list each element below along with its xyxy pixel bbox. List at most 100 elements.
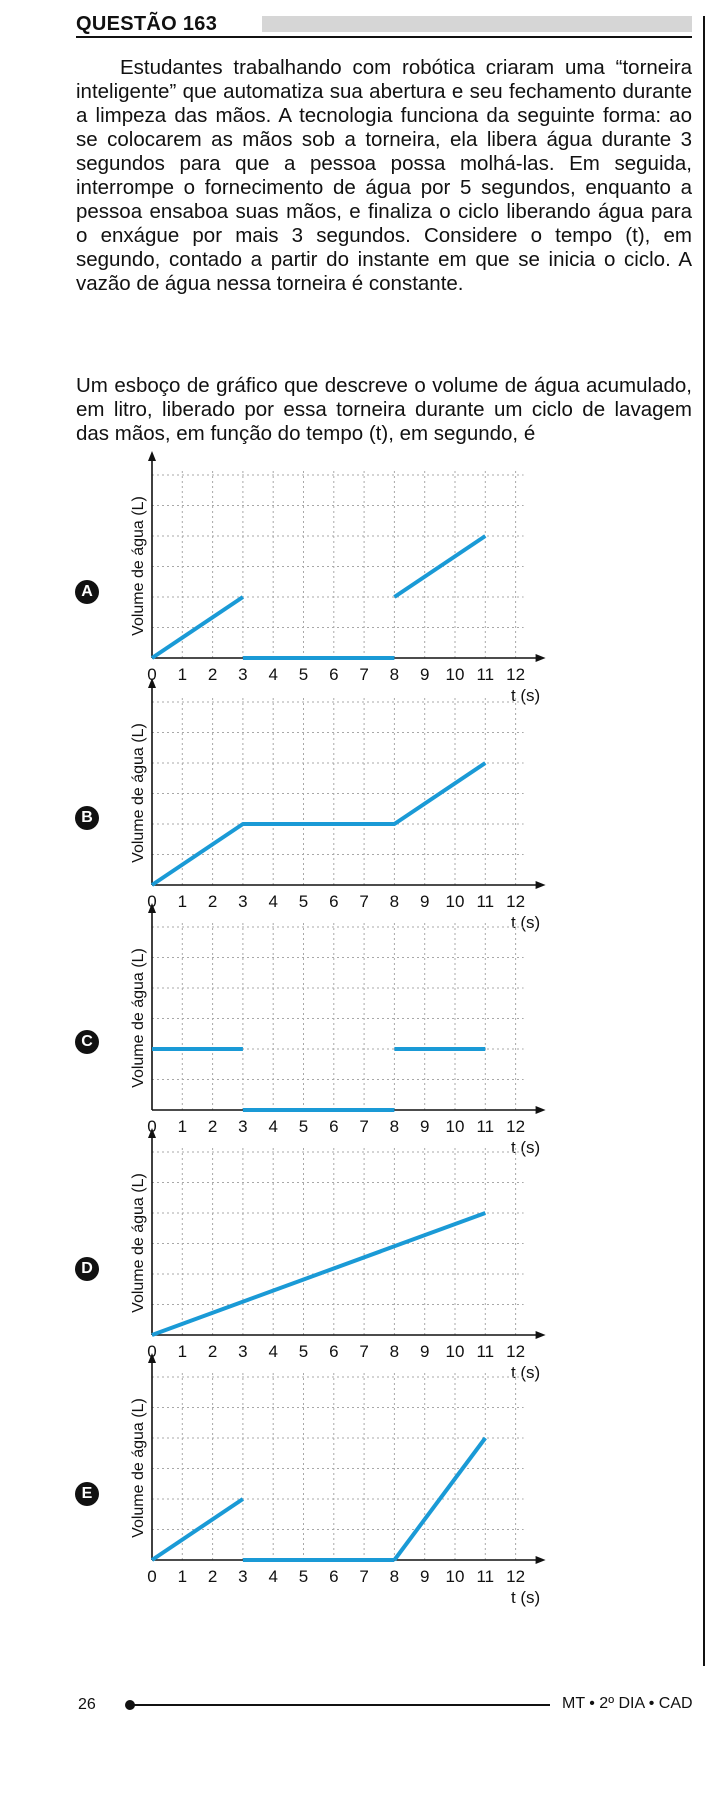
x-tick-label: 6: [329, 665, 338, 684]
x-axis-arrow: [535, 1331, 546, 1339]
x-tick-label: 11: [476, 665, 494, 684]
x-tick-label: 6: [329, 892, 338, 911]
x-tick-label: 6: [329, 1567, 338, 1586]
x-axis-arrow: [535, 654, 546, 662]
x-tick-label: 1: [178, 665, 187, 684]
option-e-chart: 0 1 2 3 4 5 6 7 8 9 10 11 12t (s)Volume de água (L): [130, 1353, 546, 1607]
data-series-segment: [150, 761, 487, 887]
x-tick-label: 6: [329, 1117, 338, 1136]
x-tick-label: 8: [390, 665, 399, 684]
x-tick-label: 7: [359, 1117, 368, 1136]
y-axis-arrow: [148, 451, 156, 461]
x-tick-label: 2: [208, 665, 217, 684]
x-tick-label: 4: [268, 665, 277, 684]
option-a[interactable]: A 0 1 2 3 4 5 6 7 8 9 10 11 12 t (s) Volume de água (L…: [0, 451, 711, 708]
x-tick-label: 5: [299, 892, 308, 911]
x-tick-label: 8: [390, 1117, 399, 1136]
data-series-segment: [150, 1497, 245, 1562]
x-tick-label: 9: [420, 1567, 429, 1586]
y-axis-label: Volume de água (L): [130, 1173, 147, 1313]
x-tick-label: 2: [208, 1567, 217, 1586]
x-tick-label: 7: [359, 665, 368, 684]
column-rule: [703, 16, 705, 1666]
x-tick-label: 12: [506, 1567, 525, 1586]
question-title: QUESTÃO 163: [76, 13, 218, 35]
option-c[interactable]: C 0 1 2 3 4 5 6 7 8 9 10 11 12 t (s) Volume de água (L…: [0, 903, 711, 1160]
option-a-badge: A: [75, 580, 99, 604]
x-tick-label: 7: [359, 1567, 368, 1586]
x-tick-label: 3: [238, 1567, 247, 1586]
x-tick-label: 3: [238, 892, 247, 911]
x-tick-label: 5: [299, 1117, 308, 1136]
x-tick-label: 10: [446, 1342, 465, 1361]
x-tick-label: 8: [390, 892, 399, 911]
x-tick-label: 11: [476, 892, 494, 911]
y-axis-arrow: [148, 678, 156, 688]
x-tick-label: 12: [506, 892, 525, 911]
x-tick-label: 11: [476, 1117, 494, 1136]
x-tick-label: 9: [420, 892, 429, 911]
x-tick-label: 9: [420, 665, 429, 684]
x-tick-label: 0: [147, 892, 156, 911]
x-tick-label: 1: [178, 1567, 187, 1586]
option-b-badge: B: [75, 806, 99, 830]
x-tick-label: 3: [238, 1342, 247, 1361]
x-tick-label: 7: [359, 1342, 368, 1361]
x-tick-label: 0: [147, 1342, 156, 1361]
x-tick-label: 12: [506, 665, 525, 684]
option-c-badge: C: [75, 1030, 99, 1054]
question-paragraph-1: Estudantes trabalhando com robótica cria…: [76, 56, 692, 295]
y-axis-arrow: [148, 1128, 156, 1138]
x-tick-label: 12: [506, 1117, 525, 1136]
x-tick-label: 2: [208, 1342, 217, 1361]
data-series-segment: [393, 534, 487, 599]
x-tick-label: 6: [329, 1342, 338, 1361]
y-axis-arrow: [148, 1353, 156, 1363]
x-tick-label: 10: [446, 665, 465, 684]
x-tick-label: 4: [268, 1117, 277, 1136]
x-tick-label: 4: [268, 892, 277, 911]
option-d[interactable]: D 0 1 2 3 4 5 6 7 8 9 10 11 12 t (s) Volume de água (L…: [0, 1128, 711, 1385]
x-tick-label: 8: [390, 1567, 399, 1586]
x-tick-label: 3: [238, 1117, 247, 1136]
x-tick-label: 4: [268, 1567, 277, 1586]
y-axis-label: Volume de água (L): [130, 496, 147, 636]
header-bar: [262, 16, 692, 32]
question-header: QUESTÃO 163: [76, 11, 692, 38]
option-d-badge: D: [75, 1257, 99, 1281]
x-axis-label: t (s): [511, 1588, 540, 1607]
x-axis-arrow: [535, 881, 546, 889]
header-underline: [76, 36, 692, 38]
option-d-chart: 0 1 2 3 4 5 6 7 8 9 10 11 12t (s)Volume de água (L): [130, 1128, 546, 1382]
x-tick-label: 0: [147, 665, 156, 684]
y-axis-label: Volume de água (L): [130, 723, 147, 863]
page-number: 26: [78, 1696, 96, 1713]
x-tick-label: 12: [506, 1342, 525, 1361]
data-series-segment: [150, 595, 245, 660]
option-b[interactable]: B 0 1 2 3 4 5 6 7 8 9 10 11 12 t (s) Volume de água (L…: [0, 678, 711, 935]
question-paragraph-2: Um esboço de gráfico que descreve o volu…: [76, 374, 692, 445]
x-axis-arrow: [535, 1556, 546, 1564]
x-tick-label: 2: [208, 892, 217, 911]
x-tick-label: 9: [420, 1342, 429, 1361]
x-tick-label: 0: [147, 1117, 156, 1136]
data-series-segment: [151, 1211, 486, 1337]
x-tick-label: 11: [476, 1567, 494, 1586]
x-axis-label: t (s): [511, 686, 540, 705]
option-a-chart: 0 1 2 3 4 5 6 7 8 9 10 11 12t (s)Volume de água (L): [130, 451, 546, 705]
x-tick-label: 10: [446, 892, 465, 911]
x-tick-label: 8: [390, 1342, 399, 1361]
footer-text: MT • 2º DIA • CAD: [562, 1695, 693, 1712]
option-e[interactable]: E 0 1 2 3 4 5 6 7 8 9 10 11 12 t (s) Volume de água (L…: [0, 1353, 711, 1610]
x-axis-arrow: [535, 1106, 546, 1114]
x-tick-label: 5: [299, 665, 308, 684]
y-axis-label: Volume de água (L): [130, 1398, 147, 1538]
option-c-chart: 0 1 2 3 4 5 6 7 8 9 10 11 12t (s)Volume de água (L): [130, 903, 546, 1157]
y-axis-label: Volume de água (L): [130, 948, 147, 1088]
x-tick-label: 10: [446, 1567, 465, 1586]
x-tick-label: 1: [178, 1117, 187, 1136]
y-axis-arrow: [148, 903, 156, 913]
x-tick-label: 4: [268, 1342, 277, 1361]
x-tick-label: 2: [208, 1117, 217, 1136]
